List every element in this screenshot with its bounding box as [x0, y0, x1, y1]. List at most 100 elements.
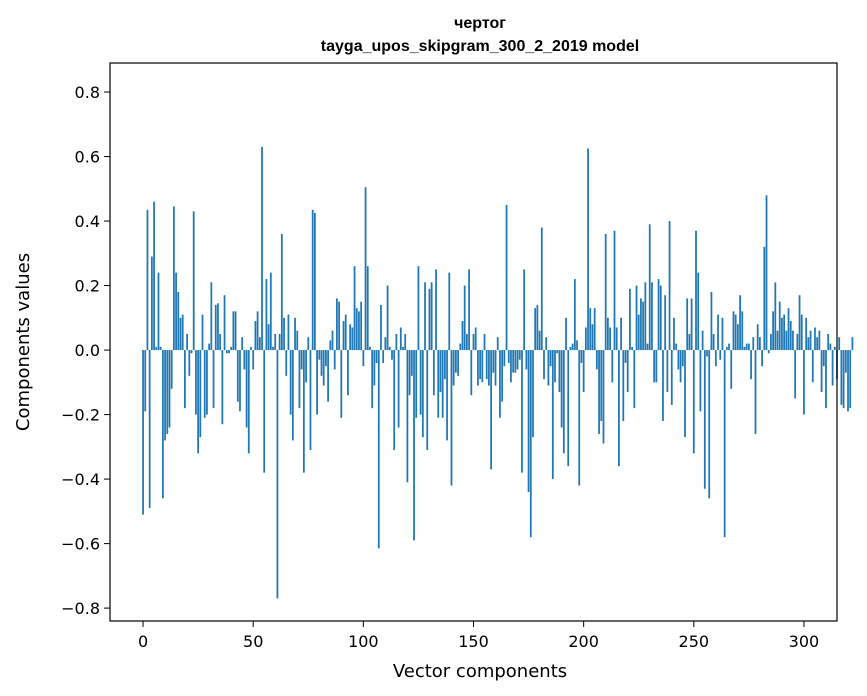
bar — [765, 195, 768, 351]
bar — [287, 314, 290, 351]
bar — [212, 350, 215, 409]
bar — [192, 211, 195, 351]
bar — [662, 350, 664, 422]
y-axis-ticks: −0.8 −0.6 −0.4 −0.2 0.0 0.2 0.4 0.6 0.8 — [61, 83, 110, 618]
bar — [695, 230, 697, 351]
bars-group — [142, 146, 854, 599]
bar — [362, 350, 365, 367]
bar — [454, 350, 457, 373]
bar — [551, 350, 554, 480]
bar — [311, 209, 314, 351]
bar — [161, 350, 164, 499]
bar — [351, 327, 354, 351]
bar — [505, 204, 508, 351]
bar — [644, 282, 647, 351]
bar — [316, 350, 318, 415]
x-axis-ticks: 0 50 100 150 200 250 300 — [138, 621, 819, 651]
bar — [844, 350, 847, 373]
bar — [157, 272, 160, 351]
bar — [712, 333, 715, 351]
bar — [820, 350, 823, 392]
bar — [657, 279, 660, 351]
y-tick-label: 0.8 — [75, 83, 100, 102]
x-tick-label: 100 — [348, 632, 379, 651]
bar — [622, 350, 625, 422]
bar — [177, 292, 180, 351]
bar — [805, 317, 808, 351]
bar — [745, 343, 748, 351]
bar — [252, 350, 255, 370]
bar — [640, 298, 642, 351]
bar — [219, 333, 222, 351]
bar — [496, 337, 499, 351]
bar — [256, 311, 259, 351]
bar — [190, 350, 193, 354]
bar — [477, 350, 479, 386]
bar — [825, 350, 827, 409]
bar — [168, 350, 171, 428]
bar — [360, 301, 363, 351]
bar — [393, 350, 396, 451]
bar — [507, 350, 510, 363]
bar — [254, 321, 257, 351]
bar — [463, 285, 466, 351]
bar — [410, 350, 413, 376]
bar — [261, 146, 263, 351]
bar — [406, 350, 409, 483]
bar — [371, 350, 374, 409]
bar — [470, 350, 473, 396]
bar — [686, 298, 689, 351]
bar — [499, 350, 501, 418]
bar — [600, 350, 603, 422]
bar — [633, 350, 636, 409]
bar — [653, 350, 656, 383]
bar — [386, 285, 389, 351]
bar — [540, 227, 543, 351]
bar — [267, 324, 270, 351]
bar — [681, 350, 684, 367]
chart-subtitle: tayga_upos_skipgram_300_2_2019 model — [321, 38, 639, 55]
bar — [263, 350, 266, 473]
bar — [609, 327, 611, 351]
bar — [534, 308, 537, 351]
bar — [847, 350, 849, 412]
bar — [320, 350, 323, 376]
bar — [276, 350, 279, 599]
bar — [228, 350, 230, 354]
bar — [637, 314, 640, 351]
bar — [770, 333, 772, 351]
bar — [569, 346, 572, 351]
bar — [446, 350, 448, 441]
bar — [818, 330, 821, 351]
bar — [748, 343, 750, 351]
bar — [624, 350, 627, 363]
bar — [717, 314, 719, 351]
bar — [331, 330, 334, 351]
bar — [642, 301, 645, 351]
bar — [829, 343, 832, 351]
x-tick-label: 300 — [789, 632, 820, 651]
x-tick-label: 200 — [568, 632, 599, 651]
bar — [338, 301, 340, 351]
bar — [399, 327, 402, 351]
bar — [792, 330, 794, 351]
bar — [294, 317, 296, 351]
bar — [485, 350, 488, 380]
bar — [816, 337, 819, 351]
bar — [523, 269, 526, 351]
bar — [322, 350, 325, 386]
bar — [461, 321, 464, 351]
bar — [809, 330, 812, 351]
bar — [424, 282, 426, 351]
bar — [811, 350, 814, 383]
chart-title: чертог — [454, 15, 506, 32]
bar — [613, 230, 616, 351]
bar — [377, 350, 380, 549]
bar — [615, 327, 618, 351]
bar — [723, 350, 726, 538]
bar — [725, 346, 728, 351]
y-tick-label: 0.6 — [75, 148, 100, 167]
bar — [195, 350, 197, 415]
